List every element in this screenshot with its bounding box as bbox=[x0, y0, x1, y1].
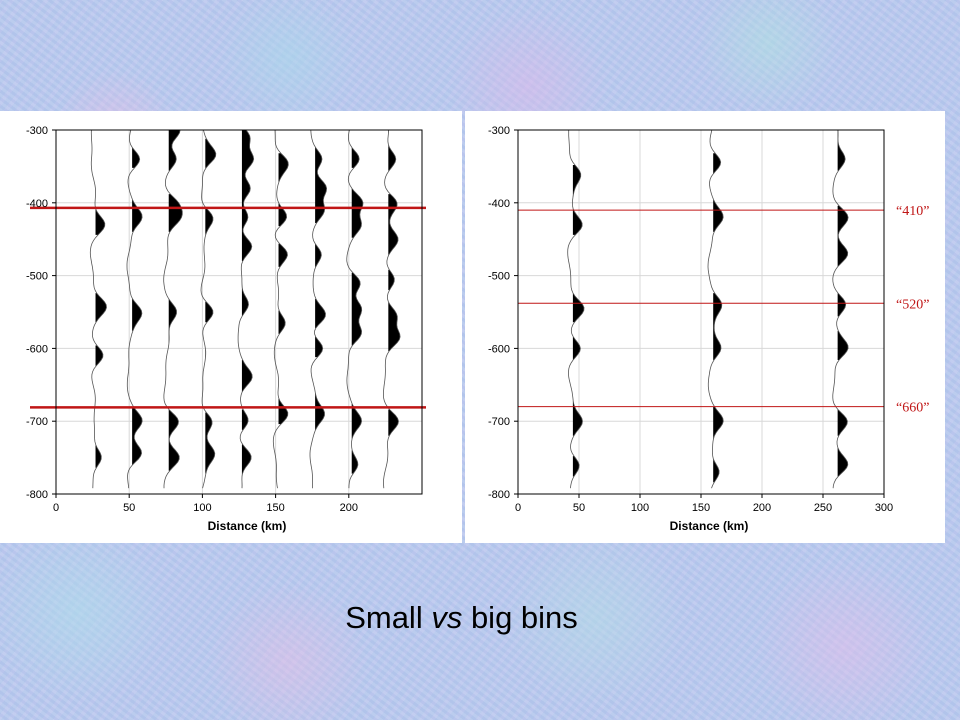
y-tick-label: -600 bbox=[26, 343, 48, 355]
y-tick-label: -300 bbox=[26, 125, 48, 137]
trace-fill bbox=[315, 147, 327, 430]
trace-line bbox=[832, 129, 849, 489]
trace-fill bbox=[132, 147, 143, 465]
x-tick-label: 200 bbox=[753, 502, 771, 514]
discontinuity-label: “520” bbox=[896, 297, 929, 312]
trace-line bbox=[309, 129, 328, 489]
discontinuity-label: “410” bbox=[896, 204, 929, 219]
y-tick-label: -700 bbox=[488, 416, 510, 428]
trace-fill bbox=[205, 138, 216, 474]
trace-fill bbox=[95, 191, 107, 468]
plot-frame bbox=[55, 129, 423, 495]
small-bins-chart: -300 -400 -500 -600 -700 -800 0 50 100 150 200 Dist… bbox=[26, 125, 426, 533]
big-bins-chart: “410” “520” “660” -300 -400 -500 -600 -700 -800 0… bbox=[488, 125, 929, 533]
right-chart-panel: “410” “520” “660” -300 -400 -500 -600 -700 -800 0… bbox=[465, 111, 945, 543]
y-tick-label: -800 bbox=[488, 489, 510, 501]
trace-line bbox=[567, 130, 585, 489]
caption-text-1: Small bbox=[345, 600, 432, 635]
trace-fill bbox=[388, 130, 401, 436]
trace-line bbox=[200, 129, 217, 489]
trace-line bbox=[237, 129, 255, 489]
trace-line bbox=[89, 129, 107, 489]
slide-caption: Small vs big bins bbox=[0, 600, 923, 636]
x-tick-label: 200 bbox=[340, 502, 358, 514]
y-tick-label: -400 bbox=[26, 198, 48, 210]
x-tick-label: 0 bbox=[53, 502, 59, 514]
trace-line bbox=[272, 129, 289, 489]
trace-fill bbox=[241, 130, 254, 489]
x-tick-label: 100 bbox=[193, 502, 211, 514]
trace-fill bbox=[351, 147, 363, 474]
y-tick-label: -400 bbox=[488, 198, 510, 210]
x-tick-label: 0 bbox=[515, 502, 521, 514]
trace-fill bbox=[168, 130, 183, 471]
trace-fill bbox=[713, 153, 724, 483]
x-tick-label: 100 bbox=[631, 502, 649, 514]
x-tick-label: 250 bbox=[814, 502, 832, 514]
trace-line bbox=[163, 129, 183, 489]
caption-text-vs: vs bbox=[431, 600, 463, 635]
trace-line bbox=[126, 129, 143, 489]
x-tick-label: 50 bbox=[123, 502, 135, 514]
trace-line bbox=[707, 129, 724, 489]
discontinuity-label: “660” bbox=[896, 401, 929, 416]
x-tick-label: 150 bbox=[266, 502, 284, 514]
y-tick-label: -600 bbox=[488, 343, 510, 355]
trace-line bbox=[346, 129, 364, 489]
trace-line bbox=[383, 129, 401, 489]
x-tick-label: 50 bbox=[573, 502, 585, 514]
y-tick-label: -700 bbox=[26, 416, 48, 428]
trace-fill bbox=[278, 153, 289, 425]
y-tick-label: -300 bbox=[488, 125, 510, 137]
y-tick-label: -500 bbox=[488, 271, 510, 283]
y-tick-label: -800 bbox=[26, 489, 48, 501]
x-axis-label: Distance (km) bbox=[208, 519, 287, 533]
y-tick-label: -500 bbox=[26, 271, 48, 283]
x-tick-label: 150 bbox=[692, 502, 710, 514]
x-tick-label: 300 bbox=[875, 502, 893, 514]
x-axis-label: Distance (km) bbox=[670, 519, 749, 533]
left-chart-panel: -300 -400 -500 -600 -700 -800 0 50 100 150 200 Dist… bbox=[0, 111, 462, 543]
trace-fill bbox=[572, 164, 585, 477]
caption-text-2: big bins bbox=[462, 600, 578, 635]
